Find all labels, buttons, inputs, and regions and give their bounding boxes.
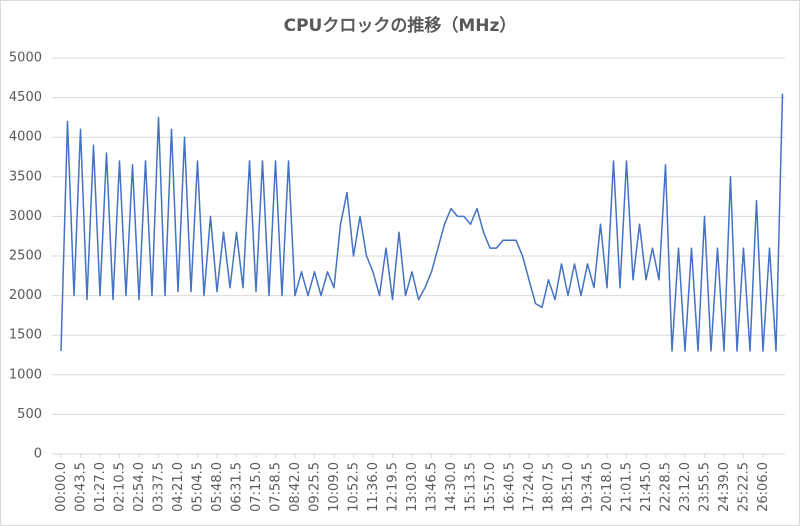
x-tick-label: 07:58.5	[269, 462, 284, 512]
x-tick-label: 20:18.0	[600, 462, 615, 512]
y-tick-label: 500	[17, 407, 42, 422]
x-tick-label: 25:22.5	[737, 462, 752, 512]
x-tick-label: 01:27.0	[93, 462, 108, 512]
x-tick-label: 15:13.5	[464, 462, 479, 512]
x-tick-label: 16:40.5	[503, 462, 518, 512]
x-tick-label: 08:42.0	[288, 462, 303, 512]
y-tick-label: 3500	[9, 169, 42, 184]
y-tick-label: 0	[34, 447, 42, 462]
x-tick-label: 02:54.0	[132, 462, 147, 512]
y-tick-label: 2500	[9, 249, 42, 264]
x-tick-label: 19:34.5	[581, 462, 596, 512]
y-tick-label: 5000	[9, 51, 42, 66]
x-tick-label: 00:00.0	[54, 462, 69, 512]
x-tick-label: 13:46.5	[425, 462, 440, 512]
x-tick-label: 10:52.5	[347, 462, 362, 512]
x-tick-label: 15:57.0	[483, 462, 498, 512]
x-tick-label: 05:04.5	[191, 462, 206, 512]
x-tick-label: 11:36.0	[366, 462, 381, 512]
x-tick-label: 24:39.0	[717, 462, 732, 512]
data-line	[60, 93, 784, 352]
x-tick-label: 05:48.0	[210, 462, 225, 512]
x-tick-label: 03:37.5	[152, 462, 167, 512]
x-tick-label: 23:12.0	[678, 462, 693, 512]
x-tick-label: 04:21.0	[171, 462, 186, 512]
y-tick-label: 3000	[9, 209, 42, 224]
y-tick-label: 1000	[9, 367, 42, 382]
x-tick-label: 23:55.5	[698, 462, 713, 512]
x-tick-label: 07:15.0	[249, 462, 264, 512]
x-tick-label: 18:51.0	[561, 462, 576, 512]
y-tick-label: 1500	[9, 328, 42, 343]
x-tick-label: 14:30.0	[444, 462, 459, 512]
x-tick-label: 09:25.5	[308, 462, 323, 512]
x-tick-label: 18:07.5	[542, 462, 557, 512]
x-tick-label: 10:09.0	[327, 462, 342, 512]
x-tick-label: 21:45.0	[639, 462, 654, 512]
y-tick-label: 2000	[9, 288, 42, 303]
x-tick-label: 21:01.5	[620, 462, 635, 512]
y-tick-label: 4500	[9, 90, 42, 105]
x-tick-label: 13:03.0	[405, 462, 420, 512]
x-tick-label: 17:24.0	[522, 462, 537, 512]
x-tick-label: 00:43.5	[74, 462, 89, 512]
x-tick-label: 22:28.5	[659, 462, 674, 512]
x-tick-label: 06:31.5	[230, 462, 245, 512]
x-tick-label: 26:06.0	[756, 462, 771, 512]
x-tick-label: 02:10.5	[113, 462, 128, 512]
x-tick-label: 12:19.5	[386, 462, 401, 512]
chart-title: CPUクロックの推移（MHz）	[284, 15, 517, 36]
y-tick-label: 4000	[9, 130, 42, 145]
